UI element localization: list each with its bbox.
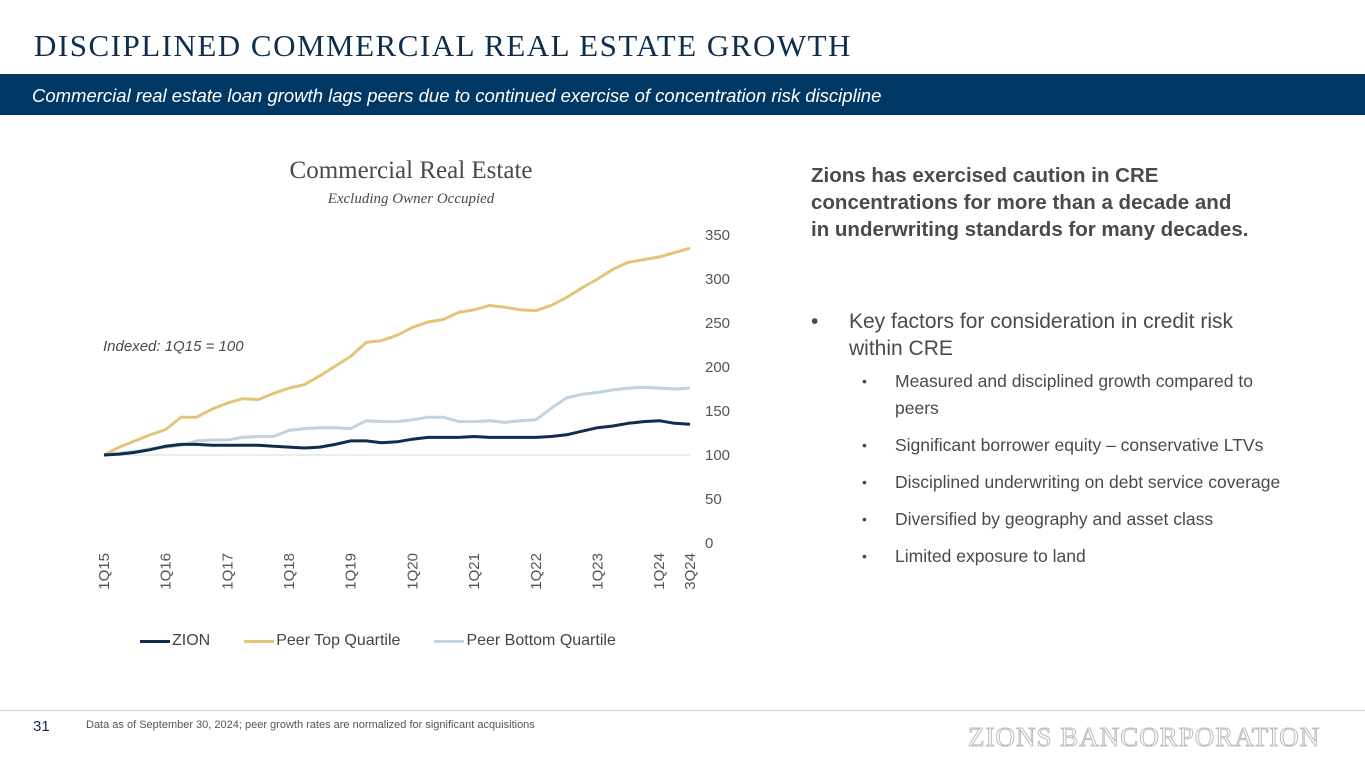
page-number: 31 (33, 718, 50, 735)
y-tick-label: 50 (705, 491, 722, 508)
page-title: DISCIPLINED COMMERCIAL REAL ESTATE GROWT… (34, 28, 852, 63)
legend-label: ZION (172, 632, 211, 649)
company-logo: ZIONS BANCORPORATION (967, 722, 1321, 753)
chart-legend: ZION Peer Top Quartile Peer Bottom Quartil… (140, 632, 650, 650)
sub-bullet: • Diversified by geography and asset clas… (862, 506, 1282, 533)
line-chart: 0 50 100 150 200 250 300 350 1Q15 1Q16 1Q17 1Q18 1Q1… (96, 227, 730, 590)
legend-item: Peer Bottom Quartile (434, 632, 616, 650)
y-tick-label: 0 (705, 535, 713, 552)
y-tick-label: 100 (705, 447, 730, 464)
sub-bullet: • Measured and disciplined growth compare… (862, 368, 1282, 422)
bullet-marker: • (862, 437, 867, 453)
y-tick-label: 150 (705, 403, 730, 420)
x-tick-label: 1Q24 (651, 553, 668, 590)
x-tick-label: 1Q16 (158, 553, 175, 590)
sub-bullet-text: Disciplined underwriting on debt service… (895, 472, 1281, 492)
y-tick-label: 300 (705, 271, 730, 288)
footnote: Data as of September 30, 2024; peer grow… (86, 719, 535, 731)
sub-bullet: • Limited exposure to land (862, 543, 1282, 570)
subtitle-banner: Commercial real estate loan growth lags … (0, 74, 1365, 115)
sub-bullet-text: Significant borrower equity – conservati… (895, 435, 1264, 455)
series-line-peer-bottom-quartile (103, 385, 691, 457)
sub-bullet-text: Diversified by geography and asset class (895, 509, 1214, 529)
bullet-marker: • (862, 373, 867, 389)
page-subtitle: Commercial real estate loan growth lags … (32, 85, 882, 106)
legend-swatch (244, 639, 275, 643)
x-tick-label: 1Q21 (466, 553, 483, 590)
sub-bullet-text: Measured and disciplined growth compared… (895, 371, 1253, 418)
x-tick-label: 1Q23 (589, 553, 606, 590)
footer-divider (0, 710, 1365, 711)
legend-swatch (140, 639, 170, 643)
legend-item: Peer Top Quartile (244, 632, 400, 650)
x-tick-label: 1Q22 (528, 553, 545, 590)
x-tick-label: 1Q17 (219, 553, 236, 590)
bullet-marker: • (862, 474, 867, 490)
bullet-marker: • (862, 511, 867, 527)
y-tick-label: 350 (705, 227, 730, 244)
x-tick-label: 1Q20 (404, 553, 421, 590)
y-tick-label: 250 (705, 315, 730, 332)
chart-title: Commercial Real Estate (289, 157, 533, 184)
series-line-peer-top-quartile (103, 246, 691, 457)
series-line-zion (103, 419, 691, 457)
sub-bullet: • Significant borrower equity – conservat… (862, 432, 1282, 459)
sub-bullet: • Disciplined underwriting on debt servic… (862, 469, 1282, 496)
legend-label: Peer Bottom Quartile (466, 632, 616, 649)
legend-label: Peer Top Quartile (276, 632, 401, 649)
x-tick-label: 1Q15 (96, 553, 113, 590)
legend-swatch (434, 639, 465, 643)
x-tick-label: 3Q24 (682, 553, 699, 590)
y-tick-label: 200 (705, 359, 730, 376)
bullet-marker: • (811, 310, 819, 333)
bullet-marker: • (862, 548, 867, 564)
sub-bullet-text: Limited exposure to land (895, 546, 1086, 566)
legend-item: ZION (140, 632, 210, 650)
x-tick-label: 1Q19 (343, 553, 360, 590)
x-tick-label: 1Q18 (281, 553, 298, 590)
main-bullet-text: Key factors for consideration in credit … (849, 310, 1233, 360)
sub-bullet-list: • Measured and disciplined growth compare… (862, 368, 1282, 580)
chart-subtitle: Excluding Owner Occupied (327, 191, 495, 207)
chart-annotation: Indexed: 1Q15 = 100 (103, 338, 244, 355)
key-message: Zions has exercised caution in CRE conce… (811, 164, 1249, 241)
